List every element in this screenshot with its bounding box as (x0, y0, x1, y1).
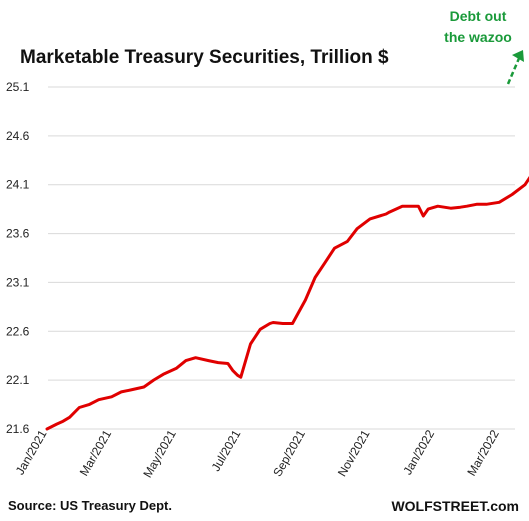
annotation-line-1: Debt out (450, 8, 507, 24)
x-tick-label: May/2021 (140, 427, 179, 480)
x-tick-label: Sep/2021 (270, 427, 308, 479)
x-tick-labels: Jan/2021 Mar/2021 May/2021 Jul/2021 Sep/2021… (13, 427, 529, 480)
y-tick-labels: 25.1 24.6 24.1 23.6 23.1 22.6 22.1 21.6 (6, 80, 30, 436)
y-tick-label: 23.1 (6, 275, 30, 289)
y-tick-label: 21.6 (6, 422, 30, 436)
x-tick-label: Mar/2021 (77, 427, 115, 478)
annotation: Debt out the wazoo (444, 8, 524, 85)
annotation-arrowhead-icon (512, 50, 524, 62)
source-note: Source: US Treasury Dept. (8, 498, 172, 513)
y-tick-label: 22.6 (6, 324, 30, 338)
y-tick-label: 24.1 (6, 178, 30, 192)
y-tick-label: 23.6 (6, 227, 30, 241)
brand-label: WOLFSTREET.com (391, 498, 519, 514)
annotation-line-2: the wazoo (444, 29, 512, 45)
y-tick-label: 25.1 (6, 80, 30, 94)
x-tick-label: Jul/2021 (209, 427, 244, 474)
series-line (45, 175, 529, 431)
x-tick-label: Nov/2021 (335, 427, 373, 479)
chart-title: Marketable Treasury Securities, Trillion… (20, 47, 389, 68)
y-tick-label: 24.6 (6, 129, 30, 143)
x-tick-label: Mar/2022 (464, 427, 502, 478)
annotation-arrow-icon (506, 55, 522, 85)
x-tick-label: Jan/2022 (400, 427, 437, 477)
gridlines (48, 86, 515, 430)
y-tick-label: 22.1 (6, 373, 30, 387)
